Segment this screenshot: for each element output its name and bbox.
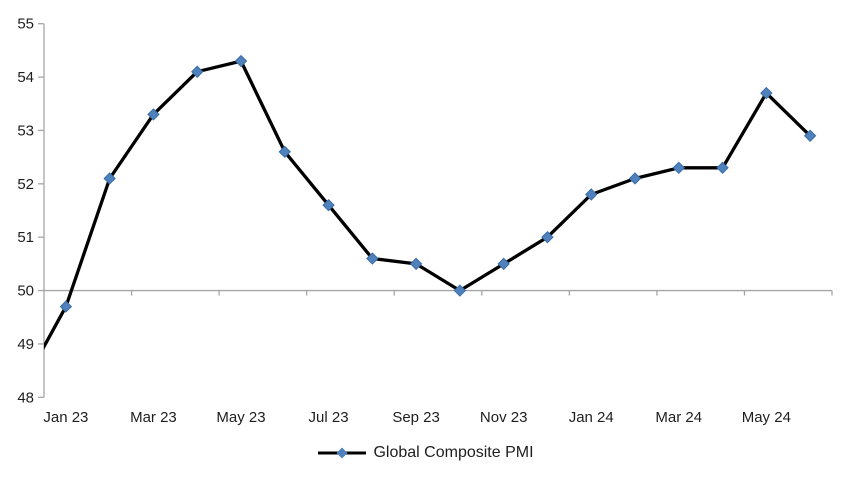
x-axis: Jan 23 Mar 23 May 23 Jul 23 Sep 23 Nov 23 Jan … [43, 289, 833, 426]
data-point-marker [628, 172, 642, 185]
y-axis-label: 53 [17, 122, 34, 139]
data-point-marker [585, 188, 598, 201]
x-axis-label: Mar 23 [130, 409, 177, 426]
y-axis-label: 49 [17, 336, 34, 353]
legend-series-label: Global Composite PMI [373, 444, 534, 461]
x-axis-label: May 23 [216, 409, 265, 426]
pmi-line-chart: 48 49 50 51 52 53 54 55 Jan 23 Mar 23 May 23 Jul 23… [17, 16, 833, 426]
x-axis-label: Mar 24 [655, 409, 702, 426]
y-axis-label: 48 [17, 389, 34, 406]
data-point-marker [409, 257, 423, 271]
y-axis-label: 52 [17, 176, 34, 193]
data-point-marker [453, 284, 467, 297]
y-axis-label: 50 [17, 283, 34, 300]
y-axis-label: 51 [17, 229, 34, 246]
x-axis-label: Sep 23 [392, 409, 440, 426]
data-point-marker [234, 54, 248, 68]
data-point-marker [760, 86, 773, 100]
series-line [44, 59, 812, 351]
data-point-marker [672, 161, 685, 175]
data-point-marker [278, 145, 291, 158]
pmi-series [44, 54, 817, 351]
x-axis-label: Nov 23 [480, 409, 528, 426]
legend-line-marker-icon [318, 447, 367, 459]
data-point-marker [147, 108, 160, 121]
x-axis-label: Jul 23 [309, 409, 349, 426]
data-point-marker [191, 65, 204, 78]
y-axis: 48 49 50 51 52 53 54 55 [17, 16, 45, 406]
data-point-marker [541, 230, 554, 244]
data-point-marker [59, 300, 73, 313]
data-point-marker [366, 252, 379, 265]
y-axis-label: 55 [17, 16, 34, 33]
x-axis-label: May 24 [742, 409, 791, 426]
data-point-marker [497, 257, 510, 271]
x-axis-label: Jan 24 [569, 409, 614, 426]
data-point-marker [803, 129, 817, 142]
y-axis-label: 54 [17, 69, 34, 86]
data-point-marker [103, 172, 116, 185]
data-point-marker [322, 198, 335, 212]
data-point-marker [716, 161, 729, 175]
chart-legend: Global Composite PMI [0, 441, 852, 465]
x-axis-label: Jan 23 [43, 409, 88, 426]
